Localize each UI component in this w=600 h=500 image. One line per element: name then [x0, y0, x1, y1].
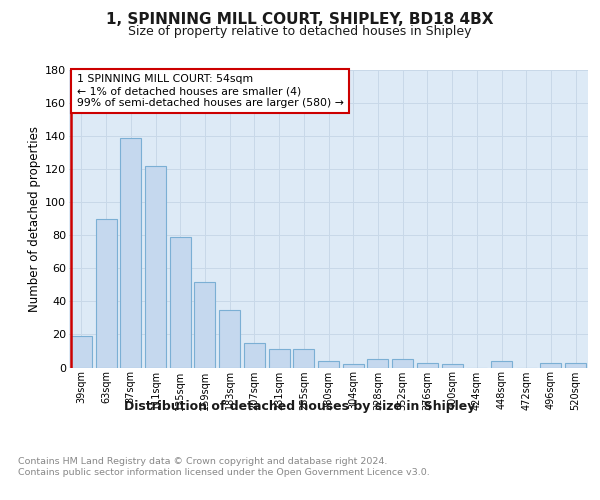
Text: Distribution of detached houses by size in Shipley: Distribution of detached houses by size …	[124, 400, 476, 413]
Bar	[194, 282, 215, 368]
Bar	[145, 166, 166, 368]
Bar	[541, 362, 562, 368]
Text: 1, SPINNING MILL COURT, SHIPLEY, BD18 4BX: 1, SPINNING MILL COURT, SHIPLEY, BD18 4B…	[106, 12, 494, 28]
Bar	[95, 219, 116, 368]
Bar	[219, 310, 240, 368]
Y-axis label: Number of detached properties: Number of detached properties	[28, 126, 41, 312]
Text: Contains HM Land Registry data © Crown copyright and database right 2024.
Contai: Contains HM Land Registry data © Crown c…	[18, 458, 430, 477]
Bar	[170, 237, 191, 368]
Bar	[318, 361, 339, 368]
Bar	[565, 362, 586, 368]
Bar	[367, 359, 388, 368]
Bar	[392, 359, 413, 368]
Bar	[417, 362, 438, 368]
Text: Size of property relative to detached houses in Shipley: Size of property relative to detached ho…	[128, 25, 472, 38]
Bar	[442, 364, 463, 368]
Text: 1 SPINNING MILL COURT: 54sqm
← 1% of detached houses are smaller (4)
99% of semi: 1 SPINNING MILL COURT: 54sqm ← 1% of det…	[77, 74, 344, 108]
Bar	[71, 336, 92, 368]
Bar	[491, 361, 512, 368]
Bar	[293, 350, 314, 368]
Bar	[343, 364, 364, 368]
Bar	[120, 138, 141, 368]
Bar	[269, 350, 290, 368]
Bar	[244, 342, 265, 367]
